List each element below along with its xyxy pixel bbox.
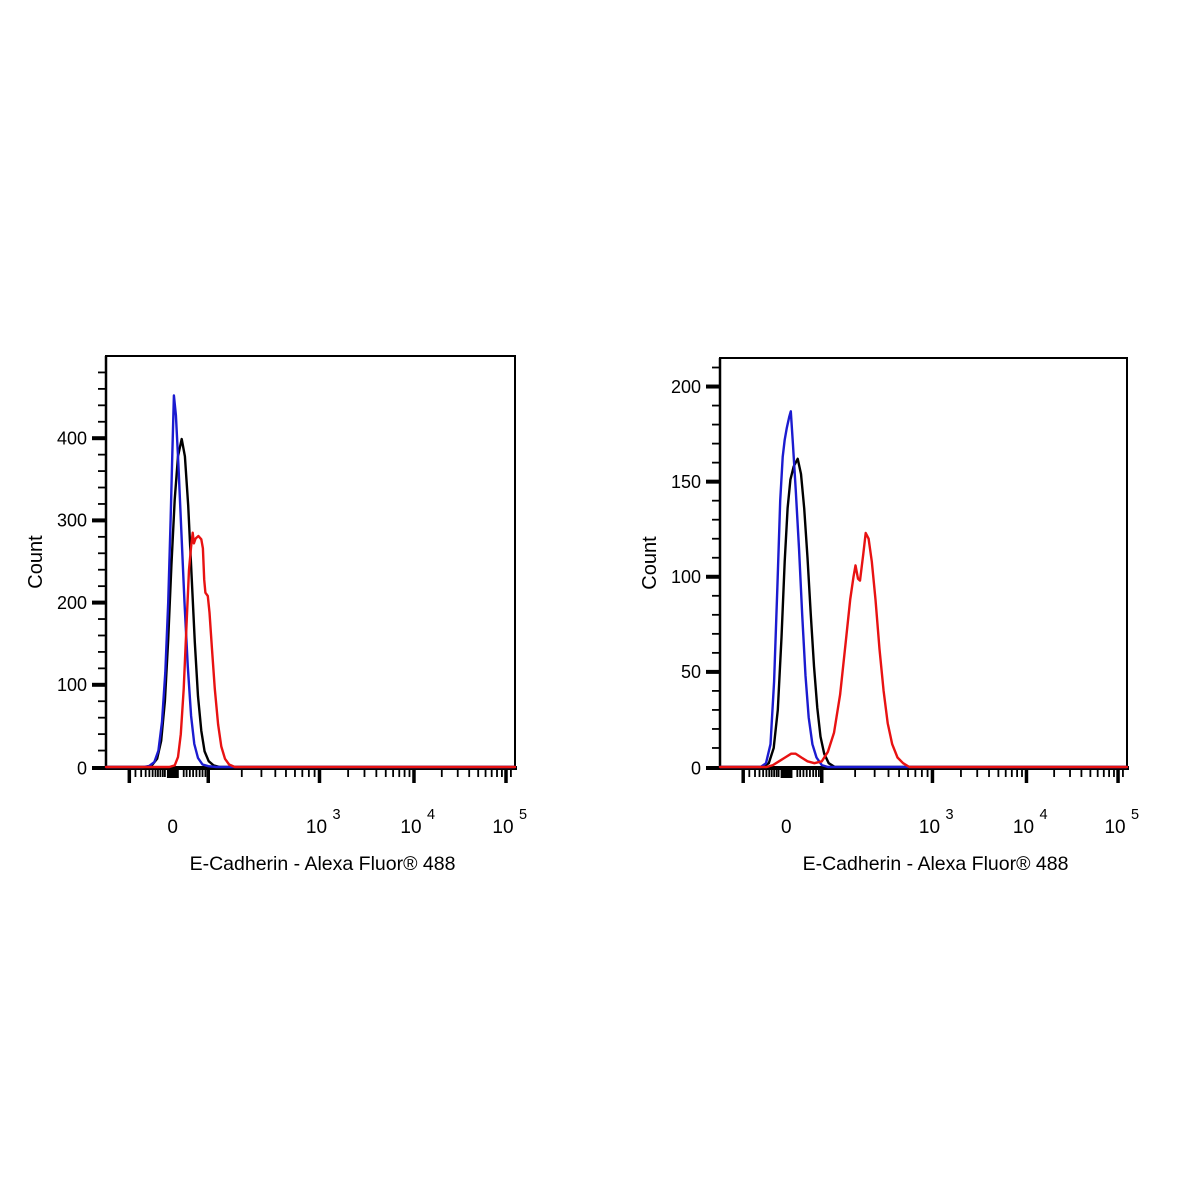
x-tick-label-exponent: 5 xyxy=(1131,807,1139,823)
y-tick-label: 100 xyxy=(671,567,701,587)
curve-blue-histogram xyxy=(104,394,517,769)
x-tick-cluster xyxy=(780,770,793,778)
x-axis-label: E-Cadherin - Alexa Fluor® 488 xyxy=(190,853,456,875)
x-tick-label-exponent: 4 xyxy=(1039,807,1047,823)
x-tick-label-base: 10 xyxy=(400,817,421,838)
y-tick-label: 100 xyxy=(57,675,87,695)
plot-border xyxy=(719,357,1128,769)
curve-blue-histogram xyxy=(718,410,1129,769)
x-axis-label: E-Cadherin - Alexa Fluor® 488 xyxy=(803,853,1069,875)
x-tick-label-base: 10 xyxy=(1013,817,1034,838)
y-tick-label: 300 xyxy=(57,511,87,531)
curve-red-histogram xyxy=(104,531,517,769)
x-tick-label-exponent: 4 xyxy=(427,807,435,823)
y-tick-label: 150 xyxy=(671,472,701,492)
y-axis-label: Count xyxy=(639,536,661,590)
y-tick-label: 200 xyxy=(57,593,87,613)
y-tick-label: 0 xyxy=(691,758,701,778)
y-tick-label: 200 xyxy=(671,377,701,397)
x-tick-label-base: 10 xyxy=(492,817,513,838)
curve-red-histogram xyxy=(718,531,1129,769)
plot-border xyxy=(105,355,516,769)
y-axis-label: Count xyxy=(25,535,47,589)
chart-0: 0 100 200 300 400 0 10 3 10 4 10 5 E-Cadherin - Alex… xyxy=(25,355,527,875)
x-tick-label: 0 xyxy=(167,817,178,838)
x-tick-label-base: 10 xyxy=(919,817,940,838)
chart-1: 0 50 100 150 200 0 10 3 10 4 10 5 E-Cadherin - Alexa… xyxy=(639,357,1139,875)
y-tick-label: 400 xyxy=(57,429,87,449)
x-tick-label-base: 10 xyxy=(306,817,327,838)
y-tick-label: 50 xyxy=(681,662,701,682)
x-tick-label-exponent: 3 xyxy=(332,807,340,823)
x-tick-label: 0 xyxy=(781,817,792,838)
y-tick-label: 0 xyxy=(77,758,87,778)
x-tick-cluster xyxy=(166,770,179,778)
x-tick-label-exponent: 3 xyxy=(945,807,953,823)
curve-black-histogram xyxy=(718,457,1129,769)
x-tick-label-base: 10 xyxy=(1104,817,1125,838)
x-tick-label-exponent: 5 xyxy=(519,807,527,823)
